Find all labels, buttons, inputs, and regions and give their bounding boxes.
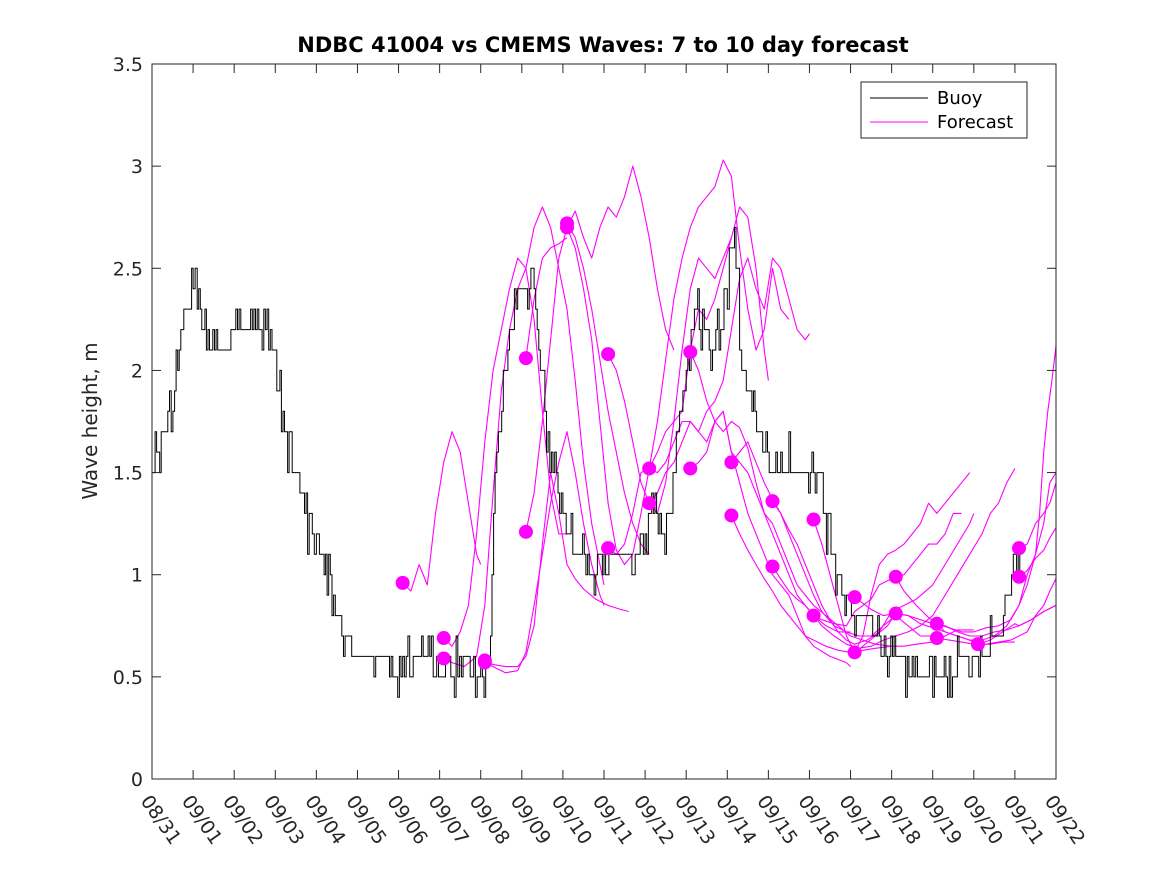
forecast-line: [772, 500, 975, 645]
legend-forecast-label: Forecast: [937, 112, 1013, 133]
forecast-marker: [601, 347, 616, 362]
forecast-line: [566, 223, 650, 555]
forecast-marker: [683, 345, 698, 360]
forecast-line: [402, 431, 482, 592]
forecast-marker: [642, 496, 657, 511]
forecast-marker: [929, 616, 944, 631]
forecast-line: [772, 468, 1016, 649]
forecast-marker: [518, 524, 533, 539]
forecast-line: [813, 472, 971, 653]
y-tick-label: 2: [131, 360, 143, 382]
forecast-line: [895, 345, 1056, 633]
buoy-line: [152, 226, 1024, 698]
forecast-marker: [765, 494, 780, 509]
forecast-line: [730, 515, 974, 653]
y-tick-label: 1.5: [113, 463, 143, 485]
forecast-line: [484, 472, 629, 668]
forecast-marker: [970, 637, 985, 652]
forecast-marker: [765, 559, 780, 574]
y-tick-label: 1: [131, 565, 143, 587]
forecast-marker: [1012, 541, 1027, 556]
legend-box: [860, 81, 1028, 139]
forecast-marker: [847, 645, 862, 660]
forecast-line: [1018, 482, 1056, 549]
forecast-marker: [642, 461, 657, 476]
y-tick-label: 2.5: [113, 258, 143, 280]
forecast-marker: [683, 461, 698, 476]
forecast-line: [443, 206, 605, 668]
y-tick-label: 3.5: [113, 54, 143, 76]
forecast-line: [484, 431, 605, 674]
y-axis: 0 0.5 1 1.5 2 2.5 3 3.5: [113, 54, 1056, 791]
forecast-marker: [477, 655, 492, 670]
forecast-marker: [929, 631, 944, 646]
forecast-line: [936, 578, 1056, 645]
plot-area: [152, 64, 1056, 779]
forecast-marker: [436, 631, 451, 646]
forecast-marker: [601, 541, 616, 556]
forecast-marker: [724, 508, 739, 523]
forecast-marker: [560, 220, 575, 235]
y-tick-label: 3: [131, 156, 143, 178]
y-tick-label: 0.5: [113, 667, 143, 689]
forecast-marker: [806, 608, 821, 623]
chart-title: NDBC 41004 vs CMEMS Waves: 7 to 10 day f…: [297, 33, 908, 57]
forecast-marker: [518, 351, 533, 366]
forecast-marker: [847, 590, 862, 605]
forecast-marker: [888, 569, 903, 584]
forecast-marker: [888, 606, 903, 621]
y-tick-label: 0: [131, 769, 143, 791]
forecast-marker: [395, 575, 410, 590]
forecast-marker: [436, 651, 451, 666]
forecast-line: [525, 165, 675, 532]
y-axis-label: Wave height, m: [78, 342, 102, 499]
forecast-marker: [1012, 569, 1027, 584]
forecast-line: [648, 410, 851, 667]
legend-buoy-label: Buoy: [937, 88, 983, 109]
forecast-marker: [806, 512, 821, 527]
series-layer: [152, 159, 1056, 698]
forecast-marker: [724, 455, 739, 470]
forecast-line: [525, 237, 568, 359]
forecast-line: [1018, 527, 1056, 578]
forecast-line: [566, 159, 790, 566]
legend: Buoy Forecast: [860, 81, 1028, 139]
